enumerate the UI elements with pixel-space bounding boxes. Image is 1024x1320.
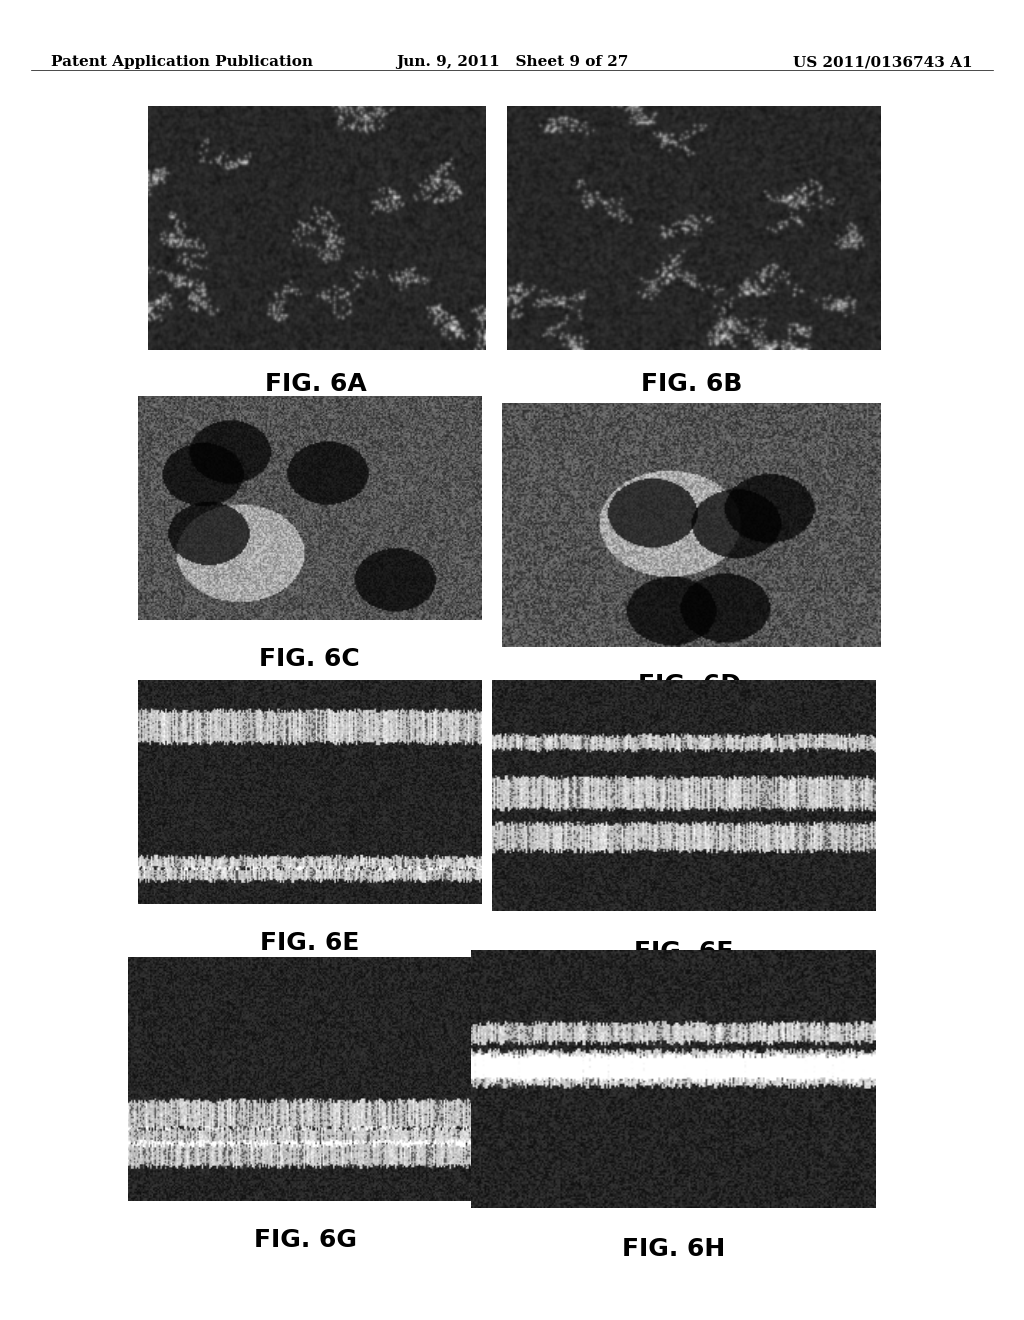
Text: FIG. 6H: FIG. 6H (623, 1237, 725, 1261)
Text: FIG. 6C: FIG. 6C (259, 647, 359, 671)
Text: Patent Application Publication: Patent Application Publication (51, 55, 313, 70)
Text: FIG. 6E: FIG. 6E (259, 931, 359, 954)
Text: FIG. 6D: FIG. 6D (638, 673, 740, 697)
Text: FIG. 6G: FIG. 6G (254, 1228, 356, 1251)
Text: FIG. 6F: FIG. 6F (634, 940, 734, 964)
Text: US 2011/0136743 A1: US 2011/0136743 A1 (794, 55, 973, 70)
Text: Jun. 9, 2011   Sheet 9 of 27: Jun. 9, 2011 Sheet 9 of 27 (396, 55, 628, 70)
Text: FIG. 6B: FIG. 6B (641, 372, 741, 396)
Text: FIG. 6A: FIG. 6A (264, 372, 367, 396)
